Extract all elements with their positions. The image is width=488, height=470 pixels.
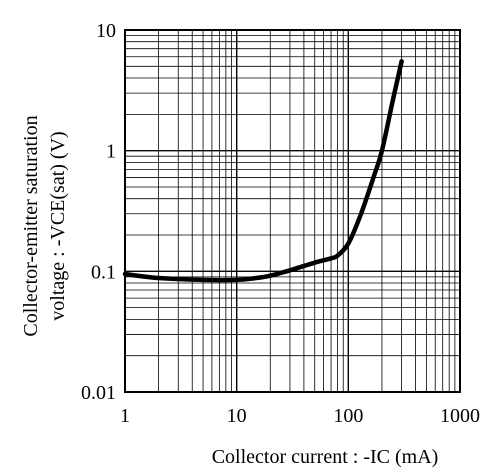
y-axis-title-line-1: Collector-emitter saturation	[20, 115, 42, 336]
x-tick-label: 1	[120, 405, 130, 427]
x-tick-labels: 1 10 100 1000	[120, 405, 480, 427]
x-tick-label: 1000	[440, 405, 480, 427]
series-line	[122, 59, 404, 283]
plot-area-frame	[124, 29, 461, 393]
y-tick-label: 1	[106, 141, 116, 163]
y-tick-label: 10	[96, 20, 116, 42]
y-tick-label: 0.01	[81, 382, 116, 404]
x-tick-label: 10	[227, 405, 247, 427]
x-axis-title: Collector current : -IC (mA)	[212, 446, 439, 468]
y-tick-label: 0.1	[91, 261, 116, 283]
chart-grid	[124, 29, 461, 393]
y-axis-title-line-2: voltage : -VCE(sat) (V)	[47, 131, 69, 320]
y-tick-labels: 10 1 0.1 0.01	[81, 20, 116, 404]
x-tick-label: 100	[333, 405, 363, 427]
